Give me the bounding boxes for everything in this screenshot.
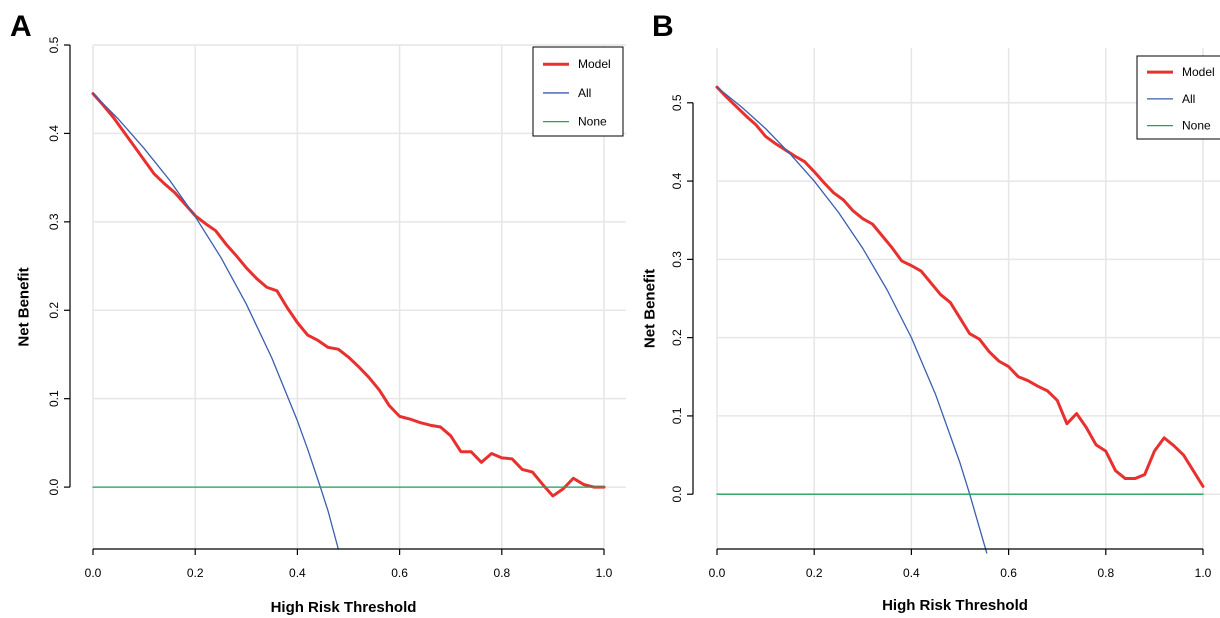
x-tick-label-b-5: 1.0 (1195, 566, 1212, 580)
x-tick-label-b-4: 0.8 (1097, 566, 1114, 580)
series-line-all-b (716, 86, 988, 554)
series-line-model-a (91, 92, 606, 498)
x-axis-title-a: High Risk Threshold (271, 599, 417, 616)
y-axis-title-b: Net Benefit (642, 269, 659, 348)
x-tick-label-b-1: 0.2 (806, 566, 823, 580)
y-axis-title-a: Net Benefit (16, 267, 33, 346)
series-line-model-b (715, 85, 1205, 488)
series-b (715, 85, 1205, 554)
legend-label-model-b: Model (1182, 65, 1215, 79)
x-tick-label-a-0: 0.0 (85, 566, 102, 580)
y-tick-label-b-0: 0.0 (670, 486, 684, 503)
legend-label-all-a: All (578, 86, 591, 100)
x-tick-label-b-3: 0.6 (1000, 566, 1017, 580)
x-axis-title-b: High Risk Threshold (882, 597, 1028, 614)
x-tick-label-a-1: 0.2 (187, 566, 204, 580)
series-a (91, 92, 606, 550)
y-tick-label-b-4: 0.4 (670, 172, 684, 189)
y-tick-label-a-1: 0.1 (47, 390, 61, 407)
panel-label-a: A (10, 10, 32, 43)
x-tick-label-b-2: 0.4 (903, 566, 920, 580)
y-tick-label-b-3: 0.3 (670, 251, 684, 268)
legend-label-model-a: Model (578, 57, 611, 71)
x-tick-label-a-4: 0.8 (493, 566, 510, 580)
x-tick-label-b-0: 0.0 (709, 566, 726, 580)
y-tick-label-a-3: 0.3 (47, 213, 61, 230)
legend-b: Model All None (1136, 55, 1220, 140)
y-tick-label-a-4: 0.4 (47, 125, 61, 142)
y-tick-label-a-5: 0.5 (47, 36, 61, 53)
x-tick-label-a-5: 1.0 (596, 566, 613, 580)
legend-label-all-b: All (1182, 92, 1195, 106)
series-line-all-a (92, 92, 339, 550)
x-tick-label-a-3: 0.6 (391, 566, 408, 580)
legend-a: Model All None (532, 46, 624, 137)
panel-a: A 0.0 0.2 0.4 0.6 0.8 1.0 0.0 0.1 0.2 0.3 0.4 0.5 M… (10, 10, 626, 616)
y-tick-label-b-2: 0.2 (670, 329, 684, 346)
legend-label-none-a: None (578, 115, 607, 129)
y-tick-label-b-1: 0.1 (670, 407, 684, 424)
y-tick-label-b-5: 0.5 (670, 94, 684, 111)
panel-label-b: B (652, 10, 674, 43)
legend-box-a (532, 46, 624, 137)
axes-a: 0.0 0.2 0.4 0.6 0.8 1.0 0.0 0.1 0.2 0.3 0.4 0.5 (47, 36, 613, 580)
legend-label-none-b: None (1182, 119, 1211, 133)
axes-b: 0.0 0.2 0.4 0.6 0.8 1.0 0.0 0.1 0.2 0.3 0.4 0.5 (670, 94, 1212, 580)
y-tick-label-a-2: 0.2 (47, 302, 61, 319)
panel-b: B 0.0 0.2 0.4 0.6 0.8 1.0 0.0 0.1 0.2 0.3 0.4 0.5 M… (642, 10, 1220, 614)
x-tick-label-a-2: 0.4 (289, 566, 306, 580)
y-tick-label-a-0: 0.0 (47, 478, 61, 495)
